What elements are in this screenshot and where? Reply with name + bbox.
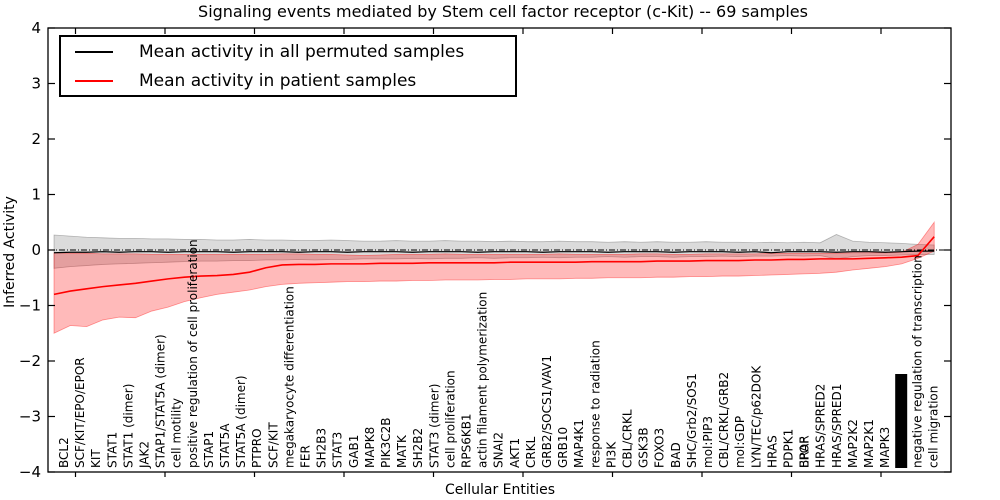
y-tick-label: 1 [31, 186, 41, 204]
category-label: JAK2 [138, 441, 152, 469]
category-label: positive regulation of cell proliferatio… [186, 239, 200, 468]
category-label: SCF/KIT [266, 422, 280, 468]
category-label: actin filament polymerization [476, 292, 490, 468]
category-label: CBL/CRKL [621, 409, 635, 468]
category-label: BCL2 [57, 437, 71, 468]
mean-line-permuted [53, 250, 935, 254]
category-label: cell proliferation [443, 370, 457, 468]
y-tick-label: −2 [19, 352, 41, 370]
category-label: SH2B3 [315, 428, 329, 468]
legend-line-sample-red [75, 79, 113, 82]
category-label: MAP4K1 [572, 419, 586, 468]
category-label: RPS6KB1 [460, 413, 474, 468]
category-label: cell motility [170, 398, 184, 468]
chart-title: Signaling events mediated by Stem cell f… [198, 2, 808, 21]
category-label: HRAS/SPRED1 [830, 384, 844, 468]
x-axis-title: Cellular Entities [445, 482, 555, 498]
y-tick-label: −4 [19, 463, 41, 481]
category-label: HRAS/SPRED2 [814, 384, 828, 468]
category-label: MAP2K2 [846, 419, 860, 468]
category-label: SHC/Grb2/SOS1 [685, 373, 699, 468]
category-label: PI3K [604, 441, 618, 468]
category-label: EPOR [798, 435, 812, 468]
category-label: response to radiation [588, 340, 602, 468]
category-label: BAD [669, 442, 683, 468]
y-tick-label: 3 [31, 75, 41, 93]
category-label: AKT1 [508, 438, 522, 468]
y-tick-label: 0 [31, 241, 41, 259]
category-label: SH2B2 [411, 428, 425, 468]
legend-label: Mean activity in patient samples [139, 70, 417, 91]
category-label: MATK [395, 434, 409, 468]
category-label: LYN/TEC/p62DOK [749, 365, 763, 468]
category-label: STAT5A (dimer) [234, 375, 248, 468]
legend-entry-patient: Mean activity in patient samples [61, 71, 515, 91]
category-label: STAT1 (dimer) [121, 384, 135, 468]
category-label: STAT1 [105, 432, 119, 468]
legend-box: Mean activity in all permuted samples Me… [59, 35, 517, 97]
category-label: CBL/CRKL/GRB2 [717, 372, 731, 468]
category-label: GAB1 [347, 435, 361, 468]
category-label: cell migration [926, 386, 940, 468]
category-label: STAP1 [202, 431, 216, 468]
category-label: MAP2K1 [862, 419, 876, 468]
category-label: FOXO3 [653, 428, 667, 468]
category-label: STAT5A [218, 423, 232, 468]
category-label: negative regulation of transcription [910, 255, 924, 468]
category-label: mol:GDP [733, 416, 747, 468]
category-label: STAT3 [331, 432, 345, 468]
y-tick-label: −1 [19, 297, 41, 315]
legend-label: Mean activity in all permuted samples [139, 41, 465, 62]
legend-line-sample-black [75, 50, 113, 53]
category-label: GSK3B [637, 427, 651, 468]
category-label: PIK3C2B [379, 417, 393, 468]
plot-generated-layers: BCL2 SCF/KIT/EPO/EPOR KIT STAT1 STAT1 (dimer… [19, 19, 952, 481]
category-label: PDPK1 [782, 429, 796, 468]
category-label: SNAI2 [492, 432, 506, 468]
category-label: HRAS [765, 435, 779, 468]
legend-entry-permuted: Mean activity in all permuted samples [61, 42, 515, 62]
category-label: STAP1/STAT5A (dimer) [154, 334, 168, 468]
category-label: megakaryocyte differentiation [282, 286, 296, 468]
category-label: GRB2/SOCS1/VAV1 [540, 355, 554, 468]
category-label: FER [299, 445, 313, 468]
category-label: MAPK3 [878, 427, 892, 468]
category-label: MAPK8 [363, 427, 377, 468]
category-label: CRKL [524, 436, 538, 468]
category-label: STAT3 (dimer) [427, 384, 441, 468]
y-tick-label: −3 [19, 408, 41, 426]
mean-line-patient [53, 236, 935, 296]
category-label: BRAF [798, 437, 812, 468]
category-label: KIT [89, 449, 103, 468]
category-label: SCF/KIT/EPO/EPOR [73, 357, 87, 468]
y-axis-title: Inferred Activity [2, 196, 18, 308]
category-label: PTPRO [250, 428, 264, 468]
y-tick-label: 4 [31, 19, 41, 37]
overlapping-labels-cluster [895, 374, 908, 468]
category-label: mol:PIP3 [701, 416, 715, 468]
category-label: GRB10 [556, 427, 570, 468]
y-tick-label: 2 [31, 130, 41, 148]
